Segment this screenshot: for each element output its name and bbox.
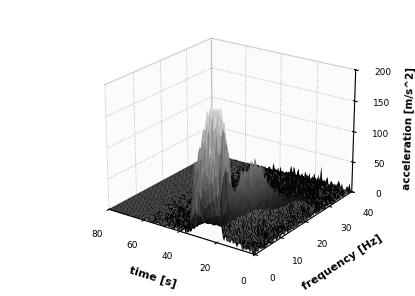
Y-axis label: frequency [Hz]: frequency [Hz] bbox=[300, 233, 384, 292]
X-axis label: time [s]: time [s] bbox=[128, 265, 178, 289]
